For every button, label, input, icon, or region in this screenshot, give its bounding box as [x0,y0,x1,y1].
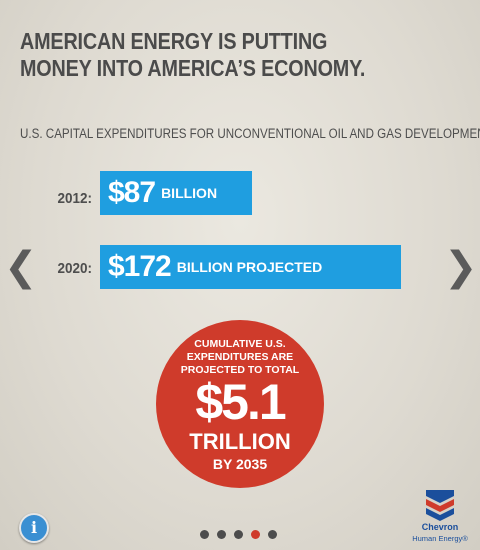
page-dot-2[interactable] [217,530,226,539]
bar-2020-unit: BILLION PROJECTED [176,259,323,275]
chart-subtitle: U.S. CAPITAL EXPENDITURES FOR UNCONVENTI… [20,126,480,141]
callout-unit: TRILLION [189,429,291,454]
headline-line-2: MONEY INTO AMERICA’S ECONOMY. [20,55,366,81]
headline-line-1: AMERICAN ENERGY IS PUTTING [20,28,328,54]
logo-brand: Chevron [421,522,459,532]
bar-2020-value: $172 [108,250,172,283]
page-dot-1[interactable] [200,530,209,539]
callout-amount: $5.1 [195,374,286,430]
callout-year: BY 2035 [212,456,268,472]
chevron-logo: Chevron Human Energy® [410,488,470,543]
logo-tagline: Human Energy® [412,534,468,543]
year-label-2012: 2012: [57,190,92,207]
bar-2012-unit: BILLION [161,185,218,201]
callout-line-2: EXPENDITURES ARE [186,351,294,363]
page-dot-4[interactable] [251,530,260,539]
cumulative-callout: CUMULATIVE U.S. EXPENDITURES ARE PROJECT… [156,320,324,488]
bar-2012: $87 BILLION [100,171,252,215]
year-label-2020: 2020: [57,260,92,277]
chevron-logo-icon [426,490,454,521]
callout-text: CUMULATIVE U.S. EXPENDITURES ARE PROJECT… [156,338,324,377]
bar-2012-value: $87 [108,176,156,209]
callout-line-1: CUMULATIVE U.S. [194,338,286,350]
page-dot-5[interactable] [268,530,277,539]
chevron-left-icon[interactable]: ❮ [4,244,38,290]
chevron-right-icon[interactable]: ❯ [444,244,478,290]
headline: AMERICAN ENERGY IS PUTTING MONEY INTO AM… [20,28,398,82]
bar-2020: $172 BILLION PROJECTED [100,245,401,289]
page-dot-3[interactable] [234,530,243,539]
page-indicator [200,530,277,539]
info-icon[interactable]: i [19,513,49,543]
callout-line-3: PROJECTED TO TOTAL [180,364,300,376]
